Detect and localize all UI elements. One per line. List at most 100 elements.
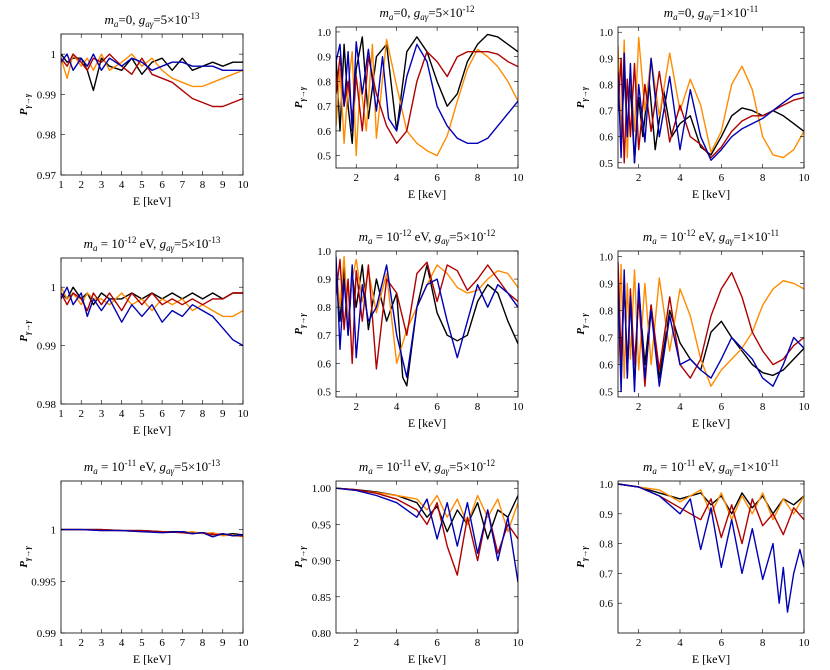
panel-6: 2 4 6 8 10 0.5 0.6 0.7 0.8 0.9 1.0 E [keV] Pγ→γ ma = … <box>575 228 810 430</box>
y-axis-label: Pγ→γ <box>575 546 589 568</box>
panel-8: 2 4 6 8 10 0.80 0.85 0.90 0.95 1.00 E [keV] Pγ→γ ma … <box>293 458 524 666</box>
x-tick-label: 2 <box>353 401 359 413</box>
panel-4: 1 2 3 4 5 6 7 8 9 10 0.98 0.99 1 E [keV] Pγ→γ ma = 10-1… <box>18 235 249 437</box>
y-tick-label: 0.5 <box>317 151 331 163</box>
series-line-orange <box>61 53 243 88</box>
y-tick-label: 0.8 <box>317 76 331 88</box>
x-tick-label: 6 <box>434 401 440 413</box>
series-line-black <box>61 286 243 306</box>
x-tick-label: 6 <box>434 172 440 184</box>
plot-frame <box>60 257 244 405</box>
y-tick-label: 1 <box>51 282 57 294</box>
x-tick-label: 10 <box>799 401 811 413</box>
x-tick-label: 4 <box>394 637 400 649</box>
x-tick-label: 1 <box>58 637 64 649</box>
series-line-blue <box>336 487 518 583</box>
panel-9: 2 4 6 8 10 0.6 0.7 0.8 0.9 1.0 E [keV] Pγ→γ ma = 10-… <box>575 458 810 666</box>
panel-5: 2 4 6 8 10 0.5 0.6 0.7 0.8 0.9 1.0 E [keV] Pγ→γ ma = … <box>293 228 524 430</box>
y-tick-label: 1.0 <box>599 479 613 491</box>
y-tick-label: 0.97 <box>37 170 57 182</box>
x-tick-label: 8 <box>200 179 206 191</box>
x-tick-label: 5 <box>139 637 145 649</box>
x-tick-label: 8 <box>760 172 766 184</box>
x-tick-label: 10 <box>513 172 525 184</box>
series-line-red <box>618 483 804 545</box>
series-line-black <box>336 264 518 387</box>
series-line-orange <box>618 36 804 159</box>
series-line-blue <box>61 528 243 538</box>
panel-1: 1 2 3 4 5 6 7 8 9 10 0.97 0.98 0.99 1 E [keV] Pγ→γ ma=0,… <box>18 11 249 208</box>
panel-title: ma = 10-11 eV, gaγ=5×10-13 <box>84 458 221 476</box>
x-tick-label: 2 <box>353 172 359 184</box>
x-axis-label: E [keV] <box>692 187 730 201</box>
x-tick-label: 2 <box>353 637 359 649</box>
x-axis-label: E [keV] <box>408 652 446 666</box>
x-tick-label: 4 <box>677 637 683 649</box>
x-tick-label: 10 <box>799 172 811 184</box>
x-tick-label: 7 <box>180 637 186 649</box>
panel-title: ma=0, gaγ=5×10-13 <box>105 11 200 29</box>
y-axis-label: Pγ→γ <box>18 93 32 115</box>
x-tick-label: 2 <box>636 401 642 413</box>
y-tick-label: 0.6 <box>599 598 613 610</box>
x-tick-label: 4 <box>119 408 125 420</box>
y-tick-label: 0.99 <box>37 89 57 101</box>
y-tick-label: 0.85 <box>312 592 332 604</box>
y-tick-label: 0.8 <box>599 305 613 317</box>
y-tick-label: 0.6 <box>599 132 613 144</box>
y-tick-label: 0.6 <box>317 358 331 370</box>
series-line-blue <box>61 53 243 71</box>
series-line-orange <box>336 487 518 533</box>
y-tick-label: 0.90 <box>312 556 332 568</box>
x-tick-label: 6 <box>719 172 725 184</box>
y-tick-label: 0.5 <box>599 158 613 170</box>
series-line-red <box>336 51 518 144</box>
y-tick-label: 0.7 <box>599 568 613 580</box>
x-tick-label: 6 <box>159 179 165 191</box>
x-tick-label: 2 <box>636 637 642 649</box>
x-tick-label: 6 <box>159 637 165 649</box>
x-tick-label: 3 <box>99 637 105 649</box>
x-tick-label: 6 <box>719 637 725 649</box>
panel-title: ma = 10-12 eV, gaγ=5×10-13 <box>84 235 221 253</box>
x-tick-label: 5 <box>139 179 145 191</box>
x-tick-label: 8 <box>200 637 206 649</box>
series-line-black <box>618 483 804 515</box>
x-tick-label: 9 <box>220 637 226 649</box>
x-tick-label: 9 <box>220 179 226 191</box>
x-tick-label: 7 <box>180 408 186 420</box>
x-tick-label: 10 <box>513 401 525 413</box>
x-tick-label: 2 <box>78 637 84 649</box>
y-tick-label: 0.80 <box>312 628 332 640</box>
panel-title: ma=0, gaγ=5×10-12 <box>380 4 475 22</box>
x-tick-label: 9 <box>220 408 226 420</box>
x-tick-label: 6 <box>434 637 440 649</box>
y-tick-label: 0.9 <box>317 52 331 64</box>
panel-title: ma = 10-11 eV, gaγ=5×10-12 <box>359 458 495 476</box>
y-tick-label: 0.6 <box>317 126 331 138</box>
series-line-blue <box>61 286 243 347</box>
plot-frame <box>335 26 519 169</box>
x-tick-label: 10 <box>238 637 250 649</box>
x-tick-label: 4 <box>119 179 125 191</box>
y-tick-label: 0.9 <box>599 53 613 65</box>
x-tick-label: 2 <box>78 408 84 420</box>
series-line-red <box>336 487 518 576</box>
x-tick-label: 4 <box>394 401 400 413</box>
y-tick-label: 0.8 <box>599 539 613 551</box>
y-axis-label: Pγ→γ <box>18 546 32 568</box>
y-tick-label: 0.99 <box>37 341 57 353</box>
x-tick-label: 8 <box>200 408 206 420</box>
x-axis-label: E [keV] <box>133 652 171 666</box>
y-tick-label: 0.7 <box>599 106 613 118</box>
y-tick-label: 1.0 <box>317 246 331 258</box>
y-tick-label: 1.0 <box>599 251 613 263</box>
plot-frame <box>617 26 805 169</box>
x-tick-label: 10 <box>513 637 525 649</box>
y-tick-label: 1.00 <box>312 483 332 495</box>
x-tick-label: 4 <box>677 172 683 184</box>
panel-title: ma=0, gaγ=1×10-11 <box>664 4 759 22</box>
y-tick-label: 0.8 <box>317 302 331 314</box>
plot-frame <box>60 33 244 176</box>
